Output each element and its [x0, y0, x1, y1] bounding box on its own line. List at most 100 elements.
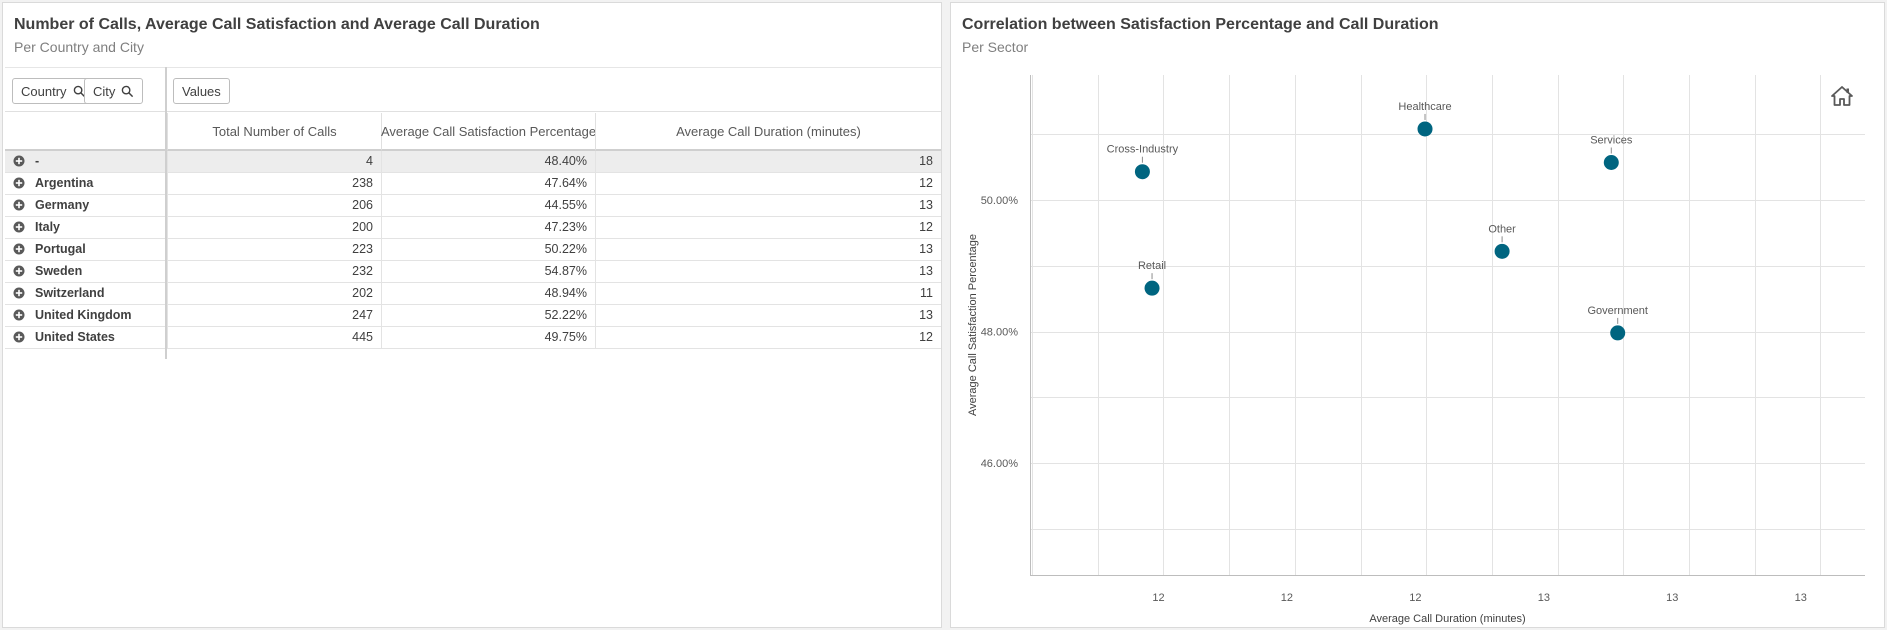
x-tick-label: 12	[1152, 592, 1164, 604]
expand-plus-icon[interactable]	[13, 287, 25, 299]
satisfaction-cell: 50.22%	[381, 239, 595, 260]
table-row[interactable]: Argentina 238 47.64% 12	[5, 173, 941, 195]
x-tick-label: 13	[1538, 592, 1550, 604]
row-dimension-label: Argentina	[35, 176, 94, 190]
x-tick-label: 13	[1666, 592, 1678, 604]
duration-cell: 13	[595, 261, 941, 282]
panel-title: Number of Calls, Average Call Satisfacti…	[14, 16, 540, 33]
duration-cell: 13	[595, 305, 941, 326]
city-chip-label: City	[93, 83, 116, 99]
panel-title: Correlation between Satisfaction Percent…	[962, 16, 1439, 33]
search-icon[interactable]	[73, 85, 86, 98]
row-dimension-label: Italy	[35, 220, 61, 234]
table-row[interactable]: Portugal 223 50.22% 13	[5, 239, 941, 261]
duration-cell: 12	[595, 173, 941, 194]
y-tick-label: 46.00%	[981, 458, 1019, 470]
satisfaction-cell: 44.55%	[381, 195, 595, 216]
table-row[interactable]: - 4 48.40% 18	[5, 151, 941, 173]
calls-cell: 206	[167, 195, 381, 216]
x-tick-label: 13	[1795, 592, 1807, 604]
table-row[interactable]: United Kingdom 247 52.22% 13	[5, 305, 941, 327]
expand-plus-icon[interactable]	[13, 331, 25, 343]
values-chip[interactable]: Values	[173, 78, 230, 104]
column-header-satisfaction[interactable]: Average Call Satisfaction Percentage	[381, 113, 596, 151]
column-header-calls[interactable]: Total Number of Calls	[167, 113, 381, 151]
calls-cell: 202	[167, 283, 381, 304]
satisfaction-cell: 48.40%	[381, 151, 595, 172]
row-dimension-cell: -	[5, 151, 165, 172]
expand-plus-icon[interactable]	[13, 199, 25, 211]
country-dimension-chip[interactable]: Country	[12, 78, 95, 104]
data-point[interactable]	[1417, 121, 1433, 137]
row-dimension-label: Germany	[35, 198, 90, 212]
duration-cell: 12	[595, 217, 941, 238]
calls-cell: 232	[167, 261, 381, 282]
row-dimension-cell: Argentina	[5, 173, 165, 194]
row-dimension-label: Portugal	[35, 242, 86, 256]
table-row[interactable]: Germany 206 44.55% 13	[5, 195, 941, 217]
x-tick-label: 12	[1409, 592, 1421, 604]
row-dimension-label: Sweden	[35, 264, 83, 278]
expand-plus-icon[interactable]	[13, 155, 25, 167]
pivot-table-panel: Number of Calls, Average Call Satisfacti…	[2, 2, 942, 628]
table-row[interactable]: United States 445 49.75% 12	[5, 327, 941, 349]
expand-plus-icon[interactable]	[13, 243, 25, 255]
search-icon[interactable]	[121, 85, 134, 98]
y-tick-label: 48.00%	[981, 327, 1019, 339]
point-label: Cross-Industry	[1107, 144, 1179, 156]
row-dimension-cell: Germany	[5, 195, 165, 216]
row-dimension-cell: Switzerland	[5, 283, 165, 304]
table-row[interactable]: Switzerland 202 48.94% 11	[5, 283, 941, 305]
satisfaction-cell: 54.87%	[381, 261, 595, 282]
point-label: Retail	[1138, 260, 1166, 272]
row-header-divider	[165, 67, 167, 359]
point-label: Healthcare	[1398, 101, 1451, 113]
data-point[interactable]	[1603, 155, 1619, 170]
calls-cell: 223	[167, 239, 381, 260]
expand-plus-icon[interactable]	[13, 309, 25, 321]
row-dimension-cell: Sweden	[5, 261, 165, 282]
table-row[interactable]: Sweden 232 54.87% 13	[5, 261, 941, 283]
data-point[interactable]	[1134, 164, 1150, 180]
satisfaction-cell: 49.75%	[381, 327, 595, 348]
duration-cell: 11	[595, 283, 941, 304]
row-dimension-label: Switzerland	[35, 286, 105, 300]
y-axis-title: Average Call Satisfaction Percentage	[967, 234, 979, 416]
calls-cell: 200	[167, 217, 381, 238]
satisfaction-cell: 47.64%	[381, 173, 595, 194]
row-dimension-cell: Italy	[5, 217, 165, 238]
row-dimension-cell: Portugal	[5, 239, 165, 260]
home-icon[interactable]	[1830, 84, 1854, 108]
row-dimension-cell: United States	[5, 327, 165, 348]
pivot-table: Country City Values Total Number of Call…	[5, 67, 941, 359]
corner-cell	[5, 113, 165, 151]
data-point[interactable]	[1144, 280, 1160, 296]
row-dimension-label: -	[35, 154, 40, 168]
row-dimension-label: United States	[35, 330, 115, 344]
duration-cell: 13	[595, 195, 941, 216]
x-axis-title: Average Call Duration (minutes)	[1369, 613, 1525, 625]
y-tick-label: 50.00%	[981, 195, 1019, 207]
table-row[interactable]: Italy 200 47.23% 12	[5, 217, 941, 239]
row-dimension-cell: United Kingdom	[5, 305, 165, 326]
panel-subtitle: Per Country and City	[14, 39, 144, 55]
row-dimension-label: United Kingdom	[35, 308, 132, 322]
calls-cell: 247	[167, 305, 381, 326]
expand-plus-icon[interactable]	[13, 221, 25, 233]
column-header-duration[interactable]: Average Call Duration (minutes)	[595, 113, 941, 151]
data-point[interactable]	[1494, 243, 1510, 259]
point-label: Government	[1587, 305, 1648, 317]
duration-cell: 13	[595, 239, 941, 260]
duration-cell: 18	[595, 151, 941, 172]
expand-plus-icon[interactable]	[13, 177, 25, 189]
data-point[interactable]	[1610, 325, 1626, 341]
calls-cell: 4	[167, 151, 381, 172]
satisfaction-cell: 52.22%	[381, 305, 595, 326]
x-tick-label: 12	[1281, 592, 1293, 604]
city-dimension-chip[interactable]: City	[84, 78, 144, 104]
panel-subtitle: Per Sector	[962, 39, 1029, 55]
point-label: Services	[1590, 135, 1633, 147]
expand-plus-icon[interactable]	[13, 265, 25, 277]
calls-cell: 445	[167, 327, 381, 348]
